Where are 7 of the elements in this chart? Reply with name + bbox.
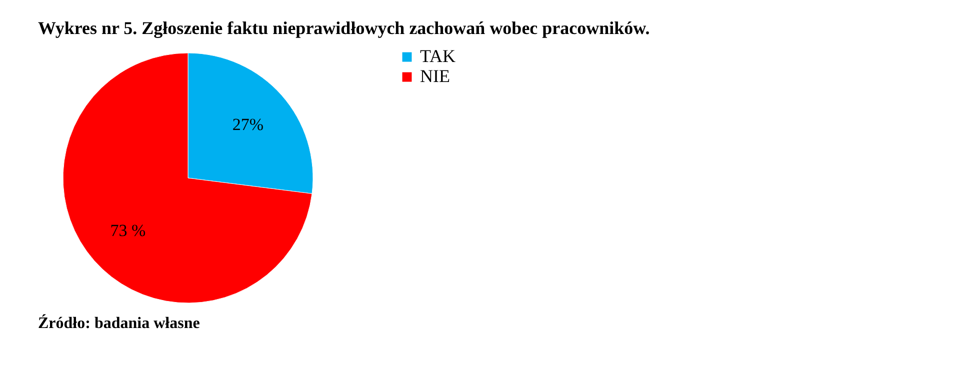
chart-title: Wykres nr 5. Zgłoszenie faktu nieprawidłowych zachowań wobec pracowników. <box>38 18 650 38</box>
legend-label: TAK <box>420 46 456 66</box>
legend-label: NIE <box>420 66 450 86</box>
data-label: 73 % <box>110 220 146 240</box>
data-label: 27% <box>232 115 264 134</box>
pie-slice <box>62 52 312 304</box>
text: Źródło: badania własne <box>38 314 200 332</box>
